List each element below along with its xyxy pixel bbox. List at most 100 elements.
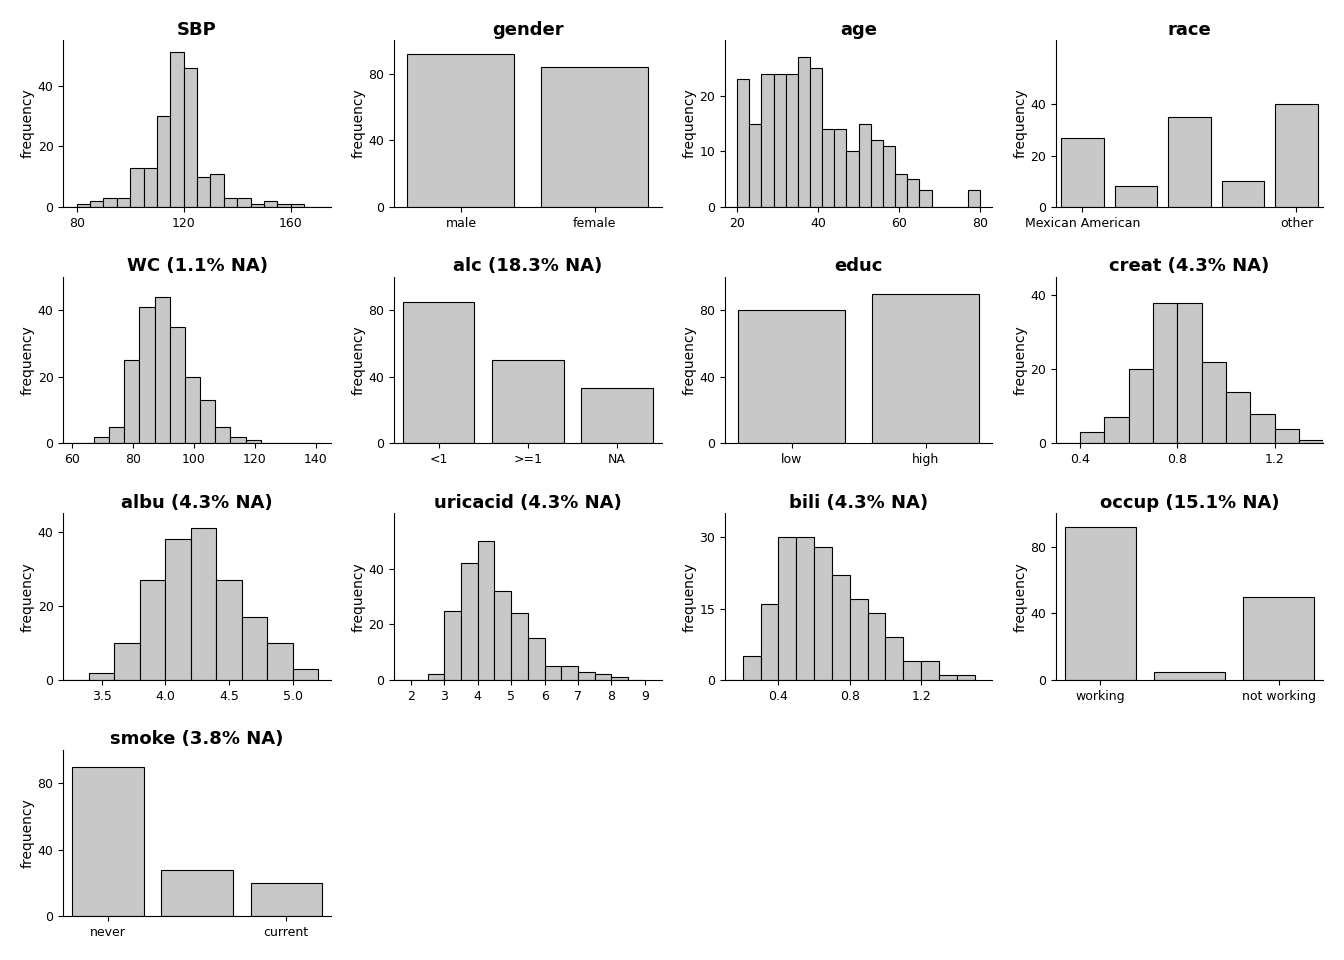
Bar	[1105, 418, 1129, 444]
Bar	[814, 547, 832, 680]
Bar	[919, 190, 931, 206]
Bar	[762, 74, 774, 206]
Bar	[157, 116, 171, 206]
Title: uricacid (4.3% NA): uricacid (4.3% NA)	[434, 493, 622, 512]
Title: age: age	[840, 21, 878, 38]
Bar	[761, 604, 778, 680]
Bar	[1168, 117, 1211, 206]
Bar	[246, 440, 261, 444]
Bar	[798, 57, 810, 206]
Bar	[117, 198, 130, 206]
Title: race: race	[1168, 21, 1211, 38]
Bar	[267, 643, 293, 680]
Bar	[184, 67, 198, 206]
Y-axis label: frequency: frequency	[22, 325, 35, 395]
Bar	[1222, 181, 1265, 206]
Bar	[403, 301, 474, 444]
Bar	[939, 675, 957, 680]
Bar	[161, 870, 233, 917]
Bar	[1274, 428, 1298, 444]
Bar	[140, 580, 165, 680]
Bar	[871, 140, 883, 206]
Bar	[224, 198, 237, 206]
Bar	[155, 297, 169, 444]
Y-axis label: frequency: frequency	[22, 562, 35, 632]
Bar	[185, 376, 200, 444]
Bar	[242, 617, 267, 680]
Bar	[94, 437, 109, 444]
Bar	[578, 672, 594, 680]
Bar	[230, 437, 246, 444]
Bar	[957, 675, 974, 680]
Bar	[738, 310, 845, 444]
Bar	[1153, 672, 1226, 680]
Bar	[140, 307, 155, 444]
Bar	[810, 68, 823, 206]
Bar	[835, 130, 847, 206]
Bar	[277, 204, 290, 206]
Bar	[130, 167, 144, 206]
Title: SBP: SBP	[177, 21, 216, 38]
Title: bili (4.3% NA): bili (4.3% NA)	[789, 493, 929, 512]
Bar	[1226, 392, 1250, 444]
Bar	[1250, 414, 1274, 444]
Bar	[778, 538, 796, 680]
Bar	[171, 53, 184, 206]
Title: creat (4.3% NA): creat (4.3% NA)	[1109, 257, 1270, 276]
Bar	[1129, 370, 1153, 444]
Bar	[774, 74, 786, 206]
Bar	[89, 673, 114, 680]
Bar	[544, 666, 562, 680]
Bar	[198, 177, 211, 206]
Bar	[868, 613, 886, 680]
Y-axis label: frequency: frequency	[1013, 325, 1027, 395]
Bar	[169, 326, 185, 444]
Bar	[859, 124, 871, 206]
Bar	[1202, 362, 1226, 444]
Bar	[215, 427, 230, 444]
Bar	[562, 666, 578, 680]
Bar	[191, 528, 216, 680]
Bar	[477, 541, 495, 680]
Bar	[594, 674, 612, 680]
Bar	[407, 54, 515, 206]
Title: WC (1.1% NA): WC (1.1% NA)	[126, 257, 267, 276]
Bar	[144, 167, 157, 206]
Bar	[200, 400, 215, 444]
Y-axis label: frequency: frequency	[683, 562, 696, 632]
Bar	[1275, 105, 1318, 206]
Bar	[124, 360, 140, 444]
Y-axis label: frequency: frequency	[683, 88, 696, 158]
Y-axis label: frequency: frequency	[352, 88, 366, 158]
Bar	[907, 180, 919, 206]
Bar	[847, 152, 859, 206]
Bar	[612, 677, 628, 680]
Bar	[849, 599, 868, 680]
Bar	[528, 638, 544, 680]
Bar	[796, 538, 814, 680]
Bar	[250, 204, 263, 206]
Y-axis label: frequency: frequency	[22, 799, 35, 868]
Bar	[511, 613, 528, 680]
Title: occup (15.1% NA): occup (15.1% NA)	[1099, 493, 1279, 512]
Bar	[749, 124, 762, 206]
Bar	[461, 564, 477, 680]
Bar	[495, 591, 511, 680]
Bar	[492, 360, 563, 444]
Title: albu (4.3% NA): albu (4.3% NA)	[121, 493, 273, 512]
Bar	[445, 611, 461, 680]
Bar	[1114, 186, 1157, 206]
Bar	[582, 389, 653, 444]
Bar	[872, 294, 978, 444]
Bar	[1081, 432, 1105, 444]
Bar	[832, 575, 849, 680]
Bar	[90, 201, 103, 206]
Title: gender: gender	[492, 21, 563, 38]
Y-axis label: frequency: frequency	[352, 562, 366, 632]
Bar	[786, 74, 798, 206]
Bar	[293, 669, 319, 680]
Bar	[250, 883, 321, 917]
Title: smoke (3.8% NA): smoke (3.8% NA)	[110, 731, 284, 749]
Bar	[823, 130, 835, 206]
Bar	[1243, 597, 1314, 680]
